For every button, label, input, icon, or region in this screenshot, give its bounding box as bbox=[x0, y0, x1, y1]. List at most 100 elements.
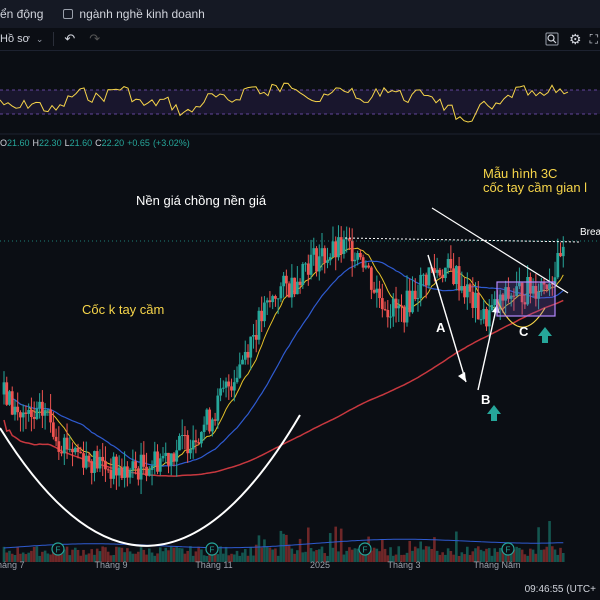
settings-button[interactable]: ⚙ bbox=[569, 31, 582, 48]
volume-bar bbox=[216, 554, 220, 562]
candle-body bbox=[8, 391, 11, 405]
volume-bar bbox=[252, 555, 255, 562]
candle-body bbox=[84, 455, 88, 468]
redo-icon: ↷ bbox=[89, 31, 101, 46]
volume-bar bbox=[150, 552, 154, 562]
candle-body bbox=[136, 468, 140, 480]
volume-bar bbox=[95, 548, 99, 562]
candle-body bbox=[422, 274, 425, 276]
oscillator-pane bbox=[0, 82, 600, 135]
volume-bar bbox=[49, 554, 52, 562]
toolbar-divider bbox=[53, 32, 55, 46]
candle-body bbox=[51, 422, 55, 437]
candle-body bbox=[531, 285, 535, 294]
candle-body bbox=[378, 288, 381, 299]
volume-bar bbox=[224, 546, 228, 562]
undo-button[interactable]: ↶ bbox=[64, 31, 75, 47]
candle-body bbox=[2, 382, 6, 395]
candle-body bbox=[482, 308, 486, 320]
candle-body bbox=[446, 258, 450, 268]
undo-icon: ↶ bbox=[64, 31, 76, 46]
volume-bar bbox=[117, 547, 121, 562]
volume-bar bbox=[197, 546, 200, 562]
volume-bar bbox=[435, 550, 439, 562]
volume-bar bbox=[98, 551, 102, 562]
volume-bar bbox=[301, 552, 305, 562]
x-tick-label: Tháng 9 bbox=[94, 560, 127, 570]
candles bbox=[2, 225, 565, 495]
tab-business-lines[interactable]: ngành nghề kinh doanh bbox=[63, 7, 205, 21]
candle-body bbox=[197, 442, 201, 444]
tab-price-movement[interactable]: ển động bbox=[0, 7, 43, 21]
search-button[interactable] bbox=[545, 32, 559, 46]
volume-bar bbox=[257, 535, 261, 562]
candle-body bbox=[290, 277, 294, 298]
volume-bar bbox=[471, 551, 475, 562]
candle-body bbox=[504, 287, 508, 301]
candle-body bbox=[523, 302, 527, 305]
volume-bar bbox=[411, 550, 414, 562]
volume-bar bbox=[19, 553, 22, 562]
change-value: +0.65 bbox=[127, 138, 150, 148]
x-tick-label: 2025 bbox=[310, 560, 330, 570]
volume-bar bbox=[556, 554, 560, 562]
profile-dropdown[interactable]: Hồ sơ ⌄ bbox=[0, 33, 43, 45]
candle-body bbox=[526, 277, 530, 305]
volume-bar bbox=[194, 551, 198, 562]
annotation-base-on-base: Nền giá chồng nền giá bbox=[136, 193, 267, 208]
candle-body bbox=[317, 256, 321, 272]
x-tick-label: Tháng Năm bbox=[473, 560, 520, 570]
volume-bar bbox=[263, 539, 266, 562]
volume-bar bbox=[353, 548, 357, 562]
candle-body bbox=[161, 455, 165, 459]
resistance-line bbox=[344, 237, 581, 243]
volume-bar bbox=[320, 546, 324, 562]
volume-bar bbox=[370, 550, 373, 562]
volume-bar bbox=[498, 548, 502, 562]
volume-bar bbox=[73, 547, 77, 562]
volume-bar bbox=[550, 546, 554, 562]
candle-body bbox=[194, 440, 198, 443]
close-key: C bbox=[95, 138, 102, 148]
candle-body bbox=[142, 454, 146, 467]
candle-body bbox=[216, 395, 220, 421]
candle-body bbox=[213, 419, 217, 421]
candle-body bbox=[419, 274, 423, 298]
volume-bar bbox=[131, 553, 135, 562]
volume-bar bbox=[391, 555, 395, 562]
candle-body bbox=[301, 263, 305, 285]
volume-bar bbox=[309, 547, 313, 562]
annotation-b: B bbox=[481, 392, 491, 407]
volume-bar bbox=[158, 547, 162, 562]
volume-bar bbox=[405, 552, 409, 562]
candle-body bbox=[485, 308, 488, 327]
event-marker-label: F bbox=[506, 546, 511, 555]
volume-bar bbox=[219, 546, 222, 562]
volume-bar bbox=[482, 551, 486, 562]
volume-bar bbox=[279, 530, 283, 562]
candle-body bbox=[389, 316, 392, 318]
candle-body bbox=[550, 283, 554, 285]
volume-bar bbox=[285, 534, 288, 562]
volume-bar bbox=[13, 554, 17, 562]
volume-bar bbox=[276, 555, 280, 562]
fullscreen-button[interactable]: ⛶ bbox=[590, 32, 598, 47]
candle-body bbox=[241, 359, 244, 365]
volume-bar bbox=[520, 549, 524, 562]
top-tab-bar: ển động ngành nghề kinh doanh bbox=[0, 0, 600, 29]
candle-body bbox=[243, 351, 247, 360]
volume-bar bbox=[139, 547, 143, 562]
candle-body bbox=[364, 265, 368, 268]
candle-body bbox=[82, 453, 85, 468]
annotation-a: A bbox=[436, 320, 446, 335]
candle-body bbox=[411, 290, 414, 313]
candle-body bbox=[284, 275, 288, 284]
volume-bar bbox=[356, 548, 359, 562]
volume-bar bbox=[479, 549, 483, 562]
volume-bar bbox=[235, 550, 239, 562]
volume-bar bbox=[400, 554, 403, 562]
redo-button[interactable]: ↷ bbox=[89, 31, 100, 47]
volume-ma-line bbox=[3, 538, 564, 549]
candle-body bbox=[164, 452, 168, 456]
